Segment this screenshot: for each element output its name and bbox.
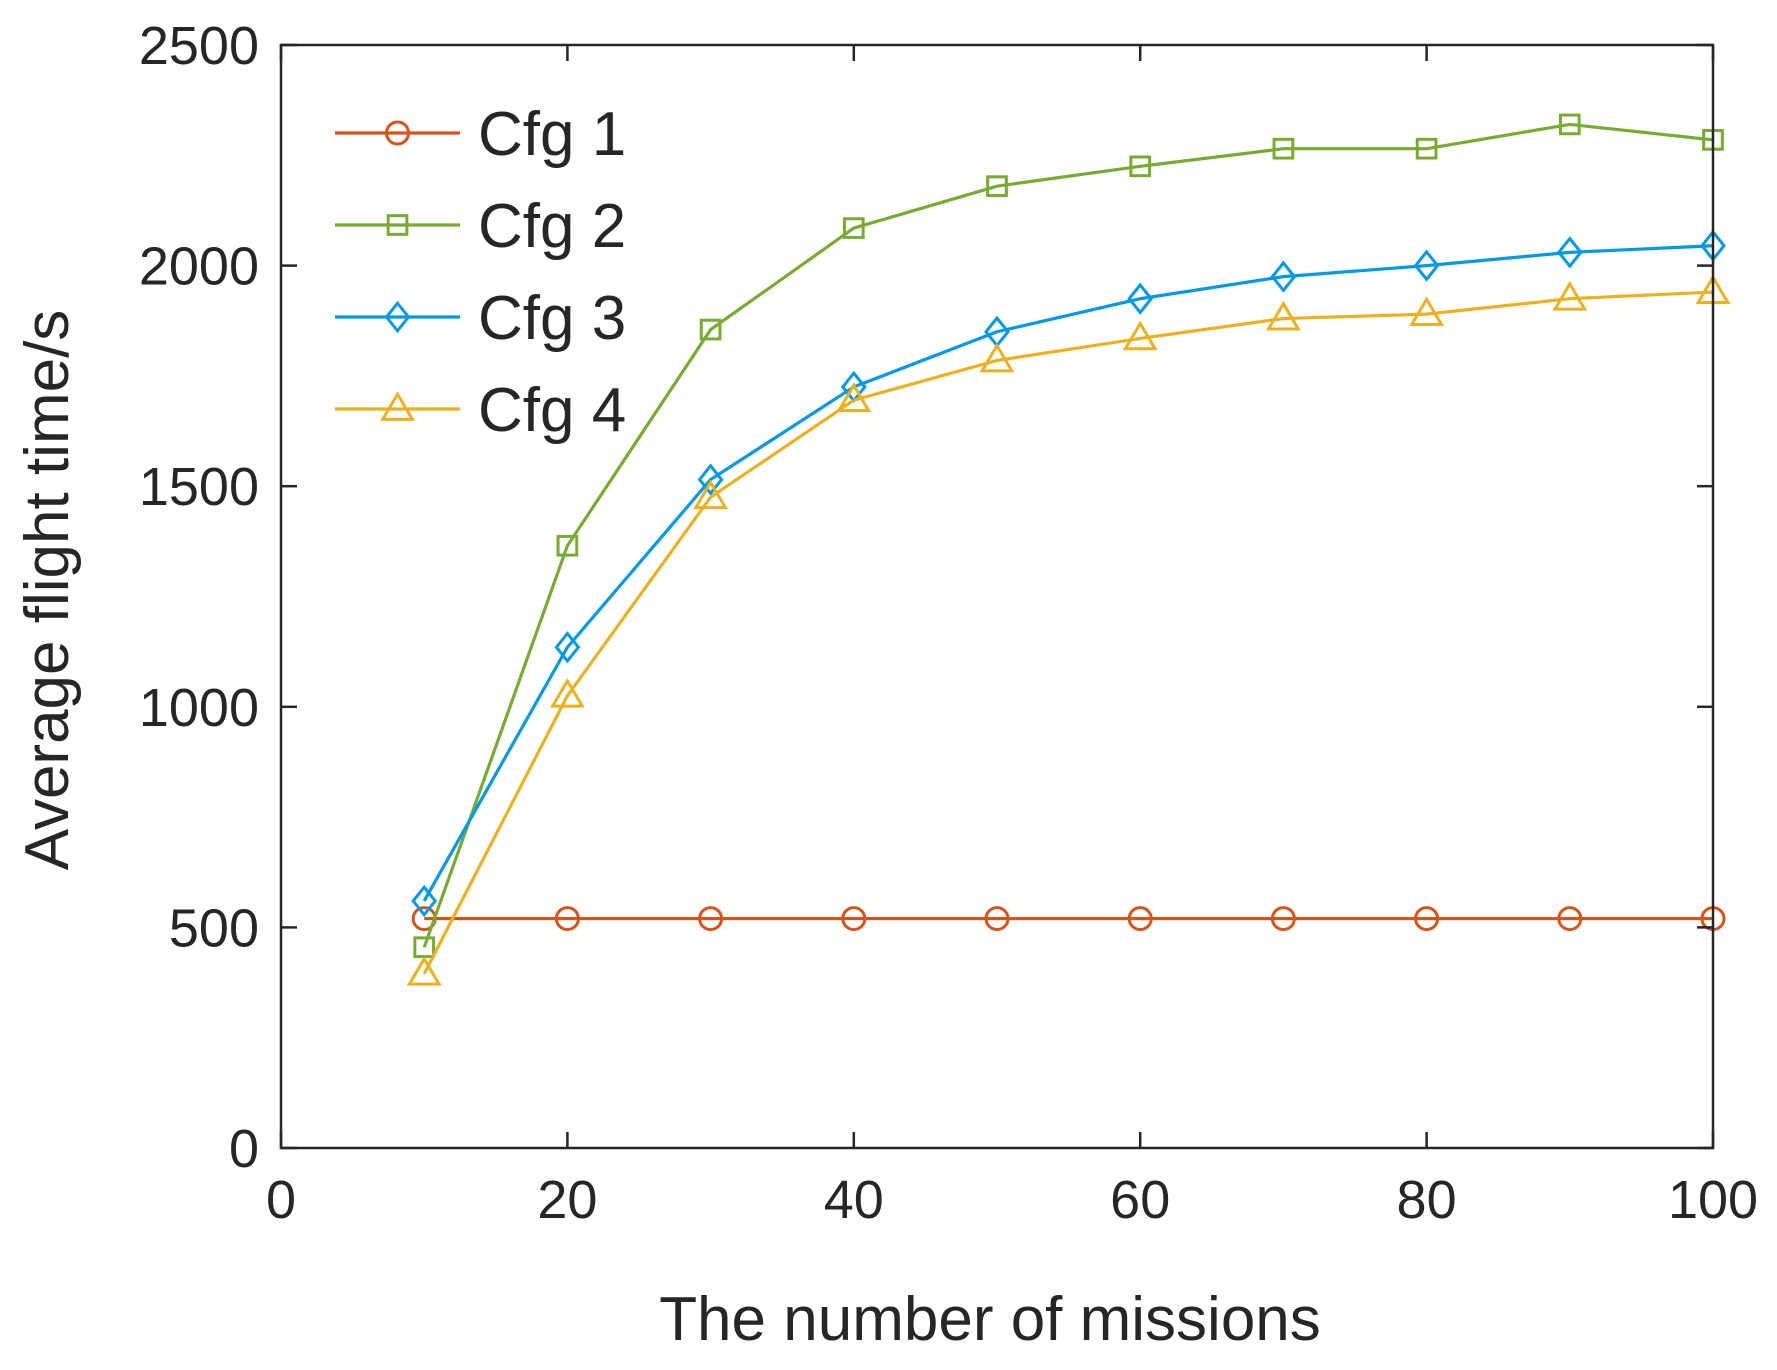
data-point-1-30: [698, 906, 724, 932]
legend-swatch-marker: [384, 300, 411, 334]
data-point-4-40: [836, 382, 872, 413]
x-tick-label: 100: [1668, 1170, 1758, 1230]
legend-swatch-marker: [386, 214, 409, 236]
series-3: [411, 229, 1726, 918]
x-tick-label: 20: [537, 1170, 597, 1230]
legend: Cfg 1 Cfg 2 Cfg 3 Cfg 4: [335, 100, 626, 445]
x-axis-title: The number of missions: [659, 1285, 1321, 1354]
series-line-3: [422, 244, 1714, 902]
series-4: [406, 274, 1731, 986]
data-point-1-80: [1414, 906, 1440, 932]
data-point-3-90: [1556, 236, 1583, 269]
series-layer: [406, 113, 1731, 986]
y-tick-label: 500: [169, 898, 259, 958]
data-point-3-20: [554, 631, 581, 664]
series-line-4: [422, 290, 1714, 975]
data-point-3-60: [1127, 282, 1154, 315]
legend-label: Cfg 4: [478, 376, 626, 445]
x-tick-label: 60: [1110, 1170, 1170, 1230]
data-point-4-80: [1409, 296, 1445, 327]
series-line-2: [422, 122, 1714, 948]
legend-item-4: Cfg 4: [335, 376, 626, 445]
data-point-1-90: [1557, 906, 1583, 932]
data-point-3-30: [697, 463, 724, 496]
legend-label: Cfg 3: [478, 284, 626, 353]
data-point-2-50: [986, 175, 1008, 198]
data-point-3-10: [411, 884, 438, 918]
legend-swatch-marker: [385, 120, 410, 146]
plot-area: [281, 45, 1713, 1148]
data-point-1-20: [554, 906, 580, 932]
data-point-4-50: [979, 342, 1015, 373]
legend-swatch-marker: [380, 391, 415, 421]
y-tick-label: 2000: [139, 237, 259, 297]
data-point-4-70: [1265, 300, 1301, 331]
y-axis-title: Average flight time/s: [13, 310, 82, 871]
data-point-4-60: [1122, 320, 1158, 351]
data-point-2-20: [556, 534, 579, 557]
axes-box: [279, 43, 1715, 1150]
series-2: [413, 113, 1724, 959]
data-point-2-80: [1415, 137, 1438, 160]
data-point-2-30: [699, 318, 722, 341]
y-tick-label: 2500: [139, 16, 259, 76]
data-point-1-50: [984, 906, 1010, 932]
x-tick-label: 40: [824, 1170, 884, 1230]
data-point-3-80: [1413, 249, 1440, 282]
legend-label: Cfg 1: [478, 100, 626, 169]
plot-background: [281, 45, 1713, 1148]
x-tick-label: 0: [266, 1170, 296, 1230]
data-point-2-90: [1558, 113, 1581, 136]
data-point-3-70: [1270, 260, 1297, 293]
data-point-4-10: [406, 955, 442, 986]
legend-label: Cfg 2: [478, 192, 626, 261]
data-point-4-30: [693, 479, 729, 510]
legend-item-1: Cfg 1: [335, 100, 626, 169]
axes-layer: [279, 43, 1715, 1150]
data-point-4-90: [1552, 280, 1588, 311]
y-tick-label: 1500: [139, 457, 259, 517]
data-point-1-60: [1127, 906, 1153, 932]
legend-item-3: Cfg 3: [335, 284, 626, 353]
data-point-4-20: [549, 677, 585, 708]
y-tick-label: 0: [229, 1119, 259, 1179]
legend-item-2: Cfg 2: [335, 192, 626, 261]
data-point-1-70: [1270, 906, 1296, 932]
data-point-2-60: [1129, 155, 1152, 178]
data-point-2-70: [1272, 137, 1295, 160]
data-point-1-40: [841, 906, 867, 932]
x-tick-label: 80: [1397, 1170, 1457, 1230]
y-tick-label: 1000: [139, 678, 259, 738]
data-point-2-40: [842, 217, 865, 239]
series-1: [411, 906, 1726, 932]
